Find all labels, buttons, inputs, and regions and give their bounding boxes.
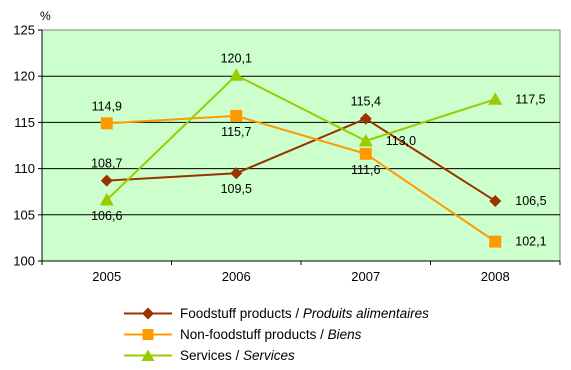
legend-item-services: Services / Services xyxy=(122,345,429,366)
data-label-non-foodstuff-2007: 111,6 xyxy=(351,163,380,177)
data-label-services-2005: 106,6 xyxy=(91,209,122,223)
y-tick-label-110: 110 xyxy=(14,161,35,176)
y-tick-label-120: 120 xyxy=(13,69,35,84)
x-tick-label-2005: 2005 xyxy=(92,269,121,284)
data-label-foodstuff-2005: 108,7 xyxy=(91,157,122,171)
data-label-non-foodstuff-2005: 114,9 xyxy=(92,99,122,113)
legend-label-services: Services / xyxy=(180,348,243,363)
legend-label-services-fr: Services xyxy=(243,348,295,363)
point-non-foodstuff-2005 xyxy=(101,117,113,129)
legend-swatch-foodstuff xyxy=(122,304,174,323)
legend-label-foodstuff: Foodstuff products / xyxy=(180,306,303,321)
data-label-non-foodstuff-2006: 115,7 xyxy=(221,125,251,139)
y-tick-label-115: 115 xyxy=(14,115,35,130)
legend-swatch-non-foodstuff xyxy=(122,325,174,344)
data-label-services-2006: 120,1 xyxy=(221,51,252,65)
y-tick-label-105: 105 xyxy=(13,207,35,222)
x-tick-label-2007: 2007 xyxy=(351,269,380,284)
legend-item-foodstuff: Foodstuff products / Produits alimentair… xyxy=(122,303,429,324)
y-tick-label-100: 100 xyxy=(13,254,35,269)
legend-label-non-foodstuff-fr: Biens xyxy=(328,327,362,342)
y-unit-label: % xyxy=(40,9,51,23)
x-tick-label-2006: 2006 xyxy=(222,269,251,284)
x-tick-label-2008: 2008 xyxy=(481,269,510,284)
legend: Foodstuff products / Produits alimentair… xyxy=(122,303,429,366)
data-label-services-2007: 113,0 xyxy=(386,134,416,148)
data-label-services-2008: 117,5 xyxy=(515,92,545,106)
point-non-foodstuff-2008 xyxy=(489,236,501,248)
y-tick-label-125: 125 xyxy=(13,23,35,38)
legend-swatch-services xyxy=(122,346,174,365)
legend-label-foodstuff-fr: Produits alimentaires xyxy=(303,306,429,321)
point-non-foodstuff-2006 xyxy=(230,110,242,122)
data-label-foodstuff-2007: 115,4 xyxy=(351,95,381,109)
data-label-foodstuff-2006: 109,5 xyxy=(221,182,252,196)
data-label-non-foodstuff-2008: 102,1 xyxy=(515,235,546,249)
point-non-foodstuff-2007 xyxy=(360,148,372,160)
legend-item-non-foodstuff: Non-foodstuff products / Biens xyxy=(122,324,429,345)
data-label-foodstuff-2008: 106,5 xyxy=(515,194,546,208)
legend-label-non-foodstuff: Non-foodstuff products / xyxy=(180,327,328,342)
